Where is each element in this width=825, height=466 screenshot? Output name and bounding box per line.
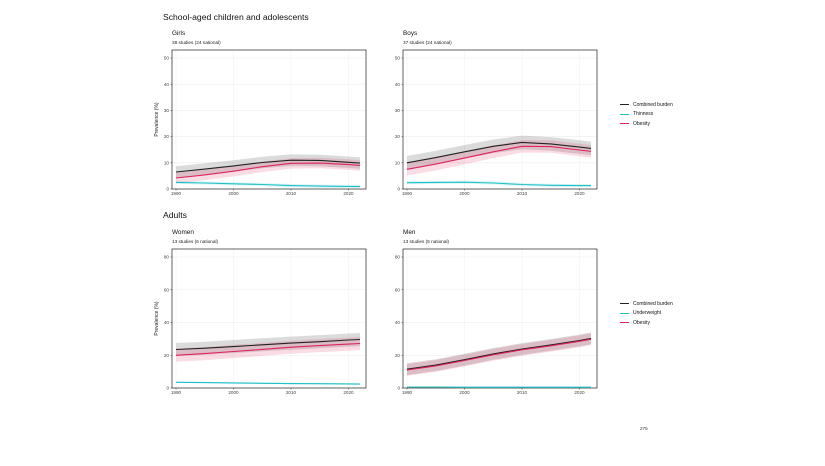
section-title-adults: Adults (163, 210, 187, 220)
legend-label: Obesity (633, 319, 650, 326)
x-tick-label: 1990 (171, 191, 182, 196)
x-tick-label: 2000 (228, 191, 239, 196)
x-tick-label: 2000 (459, 390, 470, 395)
y-tick-label: 40 (164, 82, 170, 87)
legend-item-obesity: Obesity (620, 318, 673, 328)
y-tick-label: 20 (164, 134, 170, 139)
legend-label: Combined burden (633, 300, 673, 307)
y-tick-label: 80 (395, 255, 401, 260)
y-tick-label: 0 (166, 386, 169, 391)
series-line-thinness (406, 181, 591, 187)
panel-subtitle-women: 13 studies (6 national) (172, 239, 219, 244)
y-tick-label: 0 (166, 187, 169, 192)
x-tick-label: 2010 (517, 390, 528, 395)
y-tick-label: 60 (395, 287, 401, 292)
y-tick-label: 40 (164, 320, 170, 325)
series-line-combined-burden (406, 141, 592, 164)
series-line-obesity (406, 338, 592, 371)
legend-swatch (620, 113, 629, 115)
legend-item-combined-burden: Combined burden (620, 100, 673, 110)
legend-label: Underweight (633, 310, 662, 317)
y-tick-label: 20 (395, 134, 401, 139)
legend-item-thinness: Thinness (620, 110, 673, 120)
ci-band-obesity (407, 333, 591, 376)
legend-swatch (620, 303, 629, 305)
legend-item-underweight: Underweight (620, 309, 673, 319)
y-tick-label: 60 (164, 287, 170, 292)
section-title-children: School-aged children and adolescents (163, 12, 309, 22)
series-line-combined-burden (175, 338, 361, 351)
y-tick-label: 0 (397, 386, 400, 391)
x-tick-label: 2000 (228, 390, 239, 395)
plot-frame-women (171, 248, 367, 389)
panel-subtitle-girls: 38 studies (24 national) (172, 40, 221, 45)
legend-swatch (620, 322, 629, 324)
legend-swatch (620, 104, 629, 106)
series-line-obesity (175, 342, 361, 356)
x-tick-label: 2020 (574, 191, 585, 196)
y-tick-label: 20 (395, 353, 401, 358)
plot-frame-men (402, 248, 598, 389)
ci-band-thinness (407, 180, 591, 188)
panel-title-girls: Girls (172, 30, 186, 37)
legend-item-combined-burden: Combined burden (620, 299, 673, 309)
panel-subtitle-boys: 37 studies (24 national) (403, 40, 452, 45)
legend-label: Obesity (633, 120, 650, 127)
y-tick-label: 0 (397, 187, 400, 192)
y-axis-label-women: Prevalence (%) (154, 301, 160, 336)
plot-frame-girls (171, 49, 367, 190)
series-line-combined-burden (406, 337, 592, 370)
panel-subtitle-men: 13 studies (5 national) (403, 239, 450, 244)
y-tick-label: 40 (395, 82, 401, 87)
y-tick-label: 30 (164, 108, 170, 113)
legend-swatch (620, 123, 629, 125)
legend-children: Combined burden Thinness Obesity (620, 100, 673, 129)
x-tick-label: 1990 (171, 390, 182, 395)
x-tick-label: 1990 (402, 390, 413, 395)
legend-item-obesity: Obesity (620, 119, 673, 129)
page-number: 275 (640, 426, 648, 431)
series-line-obesity (406, 145, 592, 170)
y-tick-label: 30 (395, 108, 401, 113)
y-axis-label-girls: Prevalence (%) (154, 102, 160, 137)
legend-swatch (620, 312, 629, 314)
x-tick-label: 2010 (517, 191, 528, 196)
panel-title-boys: Boys (403, 30, 418, 37)
y-tick-label: 10 (395, 160, 401, 165)
panel-title-men: Men (403, 229, 416, 236)
x-tick-label: 2020 (343, 191, 354, 196)
legend-adults: Combined burden Underweight Obesity (620, 299, 673, 328)
series-line-obesity (175, 162, 361, 179)
x-tick-label: 2000 (459, 191, 470, 196)
x-tick-label: 2020 (343, 390, 354, 395)
plot-frame-boys (402, 49, 598, 190)
y-tick-label: 50 (164, 56, 170, 61)
y-tick-label: 10 (164, 160, 170, 165)
y-tick-label: 50 (395, 56, 401, 61)
panel-title-women: Women (172, 229, 194, 236)
x-tick-label: 1990 (402, 191, 413, 196)
x-tick-label: 2020 (574, 390, 585, 395)
legend-label: Thinness (633, 111, 654, 118)
y-tick-label: 80 (164, 255, 170, 260)
series-line-thinness (175, 181, 360, 187)
legend-label: Combined burden (633, 101, 673, 108)
ci-band-obesity (176, 157, 360, 184)
x-tick-label: 2010 (286, 390, 297, 395)
y-tick-label: 20 (164, 353, 170, 358)
series-line-underweight (175, 381, 361, 385)
ci-band-obesity (407, 140, 591, 176)
x-tick-label: 2010 (286, 191, 297, 196)
y-tick-label: 40 (395, 320, 401, 325)
series-line-combined-burden (175, 159, 361, 173)
